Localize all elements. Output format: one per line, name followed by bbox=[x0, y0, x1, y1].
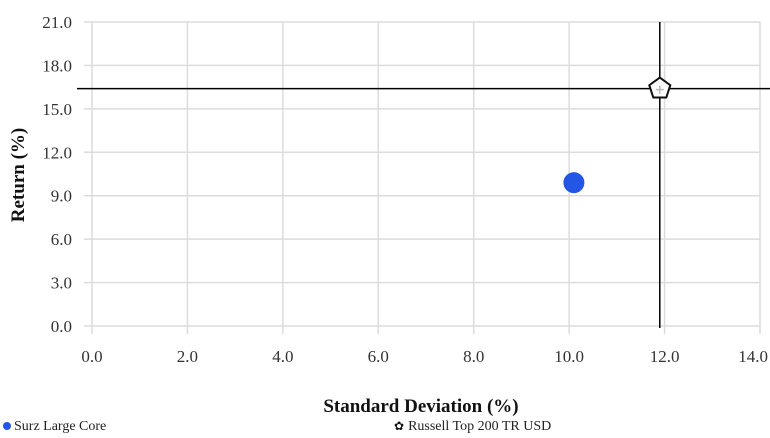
legend-label: Surz Large Core bbox=[14, 419, 107, 434]
data-point-surz-large-core bbox=[563, 172, 585, 194]
x-tick-label: 8.0 bbox=[463, 347, 484, 366]
y-tick-label: 0.0 bbox=[51, 317, 72, 336]
y-axis-title: Return (%) bbox=[8, 128, 29, 222]
x-tick-label: 14.0 bbox=[738, 347, 768, 366]
x-axis-ticks: 0.0 2.0 4.0 6.0 8.0 10.0 12.0 14.0 bbox=[81, 347, 768, 366]
legend-item-russell-top-200: ✿ Russell Top 200 TR USD bbox=[394, 419, 551, 435]
x-tick-label: 6.0 bbox=[368, 347, 389, 366]
x-tick-label: 10.0 bbox=[554, 347, 584, 366]
y-tick-label: 6.0 bbox=[51, 230, 72, 249]
x-tick-label: 12.0 bbox=[650, 347, 680, 366]
legend-label: Russell Top 200 TR USD bbox=[408, 419, 552, 434]
x-tick-label: 4.0 bbox=[272, 347, 293, 366]
legend-item-surz-large-core: Surz Large Core bbox=[3, 419, 106, 435]
y-axis-ticks: 0.0 3.0 6.0 9.0 12.0 15.0 18.0 21.0 bbox=[42, 13, 72, 336]
x-axis-title: Standard Deviation (%) bbox=[323, 396, 518, 417]
y-tick-label: 21.0 bbox=[42, 13, 72, 32]
flower-marker-icon: ✿ bbox=[394, 419, 405, 433]
grid bbox=[84, 21, 761, 334]
y-tick-label: 9.0 bbox=[51, 187, 72, 206]
circle-marker-icon bbox=[3, 422, 11, 430]
y-tick-label: 15.0 bbox=[42, 100, 72, 119]
y-tick-label: 3.0 bbox=[51, 274, 72, 293]
x-tick-label: 2.0 bbox=[177, 347, 198, 366]
y-tick-label: 12.0 bbox=[42, 143, 72, 162]
x-tick-label: 0.0 bbox=[81, 347, 102, 366]
data-points bbox=[563, 76, 672, 194]
scatter-chart: 0.0 3.0 6.0 9.0 12.0 15.0 18.0 21.0 0.0 2.0 4.0 6.… bbox=[8, 13, 770, 417]
y-tick-label: 18.0 bbox=[42, 56, 72, 75]
legend: Surz Large Core ✿ Russell Top 200 TR USD bbox=[0, 417, 770, 438]
